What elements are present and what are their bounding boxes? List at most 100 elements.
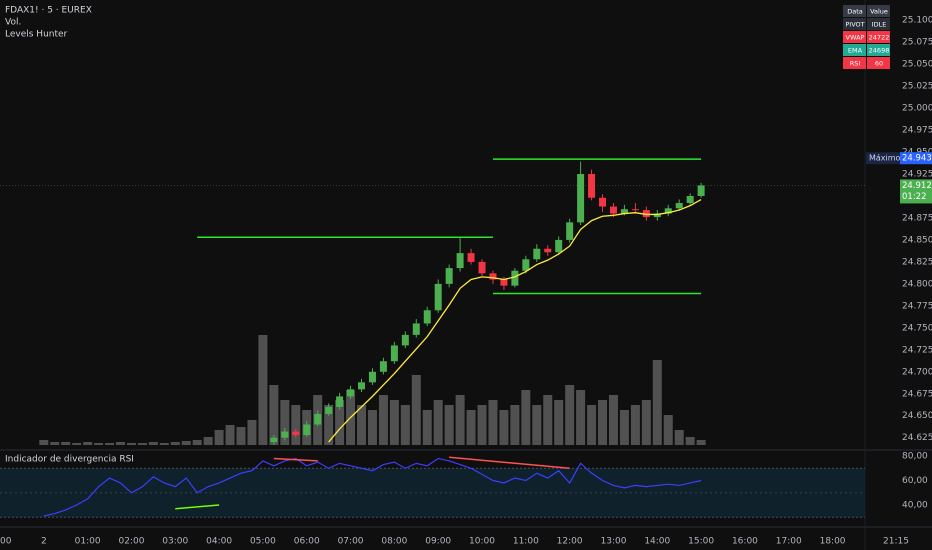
volume-bar [619,410,629,445]
candle-body [489,273,497,280]
volume-bar [674,430,684,445]
last-price-box [900,179,932,204]
volume-bar [641,400,651,445]
countdown-label: 01:22 [902,192,927,202]
volume-bar [83,442,93,445]
candle-body [303,424,311,436]
x-tick-label: 12:00 [557,537,583,547]
candle-body [314,413,322,425]
volume-bar [422,410,432,445]
volume-bar [576,390,586,445]
candle-body [456,253,464,269]
table-cell [843,31,866,43]
max-label-text: Máximo [869,154,901,163]
volume-bar [181,441,191,445]
table-cell-text: 24722 [869,34,890,42]
volume-bar [400,405,410,445]
volume-bar [378,395,388,445]
volume-bar [455,395,465,445]
max-value-label: 24.943 [902,154,932,164]
volume-bar [444,405,454,445]
volume-bar [488,400,498,445]
candle-body [653,213,661,218]
table-cell-text: 60 [875,60,883,68]
table-cell-text: IDLE [872,21,887,29]
divergence-line [175,504,220,510]
candle-body [347,389,355,397]
volume-bar [411,375,421,445]
candle-body [675,203,683,209]
x-tick-label: 03:00 [162,537,188,547]
x-tick-label: 2 [41,537,47,547]
candle-body [609,206,617,214]
x-tick-label: 02:00 [118,537,144,547]
table-cell [867,57,890,69]
candle-body [664,208,672,214]
volume-bar [499,410,509,445]
candle-body [445,268,453,284]
table-cell [867,31,890,43]
candle-body [390,345,398,362]
volume-bar [137,443,147,445]
x-tick-label: 09:00 [425,537,451,547]
candle-body [631,209,639,211]
x-tick-label: 15:00 [688,537,714,547]
x-end-label: 21:15 [883,537,909,547]
volume-bar [170,442,180,445]
volume-bar [192,440,202,445]
table-cell [867,18,890,30]
volume-bar [357,405,367,445]
table-cell [843,18,866,30]
volume-bar [72,443,82,445]
candle-body [281,431,289,438]
volume-bar [159,443,169,445]
candle-body [511,270,519,286]
table-cell-text: VWAP [846,34,865,42]
candle-body [642,210,650,218]
y-tick-label: 24.925 [902,170,932,180]
y-tick-label: 24.775 [902,301,932,311]
x-tick-label: 01:00 [75,537,101,547]
volume-bar [477,405,487,445]
volume-bar [39,440,49,445]
volume-bar [521,390,531,445]
table-cell-text: RSI [850,60,861,68]
last-price-label: 24.912 [902,181,932,191]
table-cell-text: PIVOT [845,21,864,29]
table-cell-text: 24698 [869,47,890,55]
x-tick-label: 04:00 [206,537,232,547]
table-header-text: Data [847,8,863,16]
candle-body [566,222,574,240]
x-tick-label: 16:00 [732,537,758,547]
candle-body [620,209,628,214]
volume-bar [565,385,575,445]
rsi-tick-label: 40,00 [902,501,928,511]
volume-bar [280,400,290,445]
volume-bar [630,405,640,445]
y-tick-label: 24.850 [902,235,932,245]
volume-bar [608,395,618,445]
volume-bar [543,395,553,445]
candle-body [401,334,409,346]
ema-line [328,198,702,443]
candle-body [325,406,333,414]
candle-body [686,195,694,204]
divergence-line [273,457,318,462]
volume-bar [126,443,136,445]
x-tick-label: 08:00 [381,537,407,547]
y-tick-label: 25.100 [902,16,932,26]
x-tick-label: 13:00 [601,537,627,547]
volume-bar [652,360,662,445]
y-tick-label: 24.750 [902,323,932,333]
volume-bar [685,437,695,445]
volume-bar [587,405,597,445]
volume-bar [225,425,235,445]
volume-bar [433,400,443,445]
y-tick-label: 25.050 [902,60,932,70]
volume-bar [510,405,520,445]
y-tick-label: 25.075 [902,38,932,48]
volume-bar [532,405,542,445]
